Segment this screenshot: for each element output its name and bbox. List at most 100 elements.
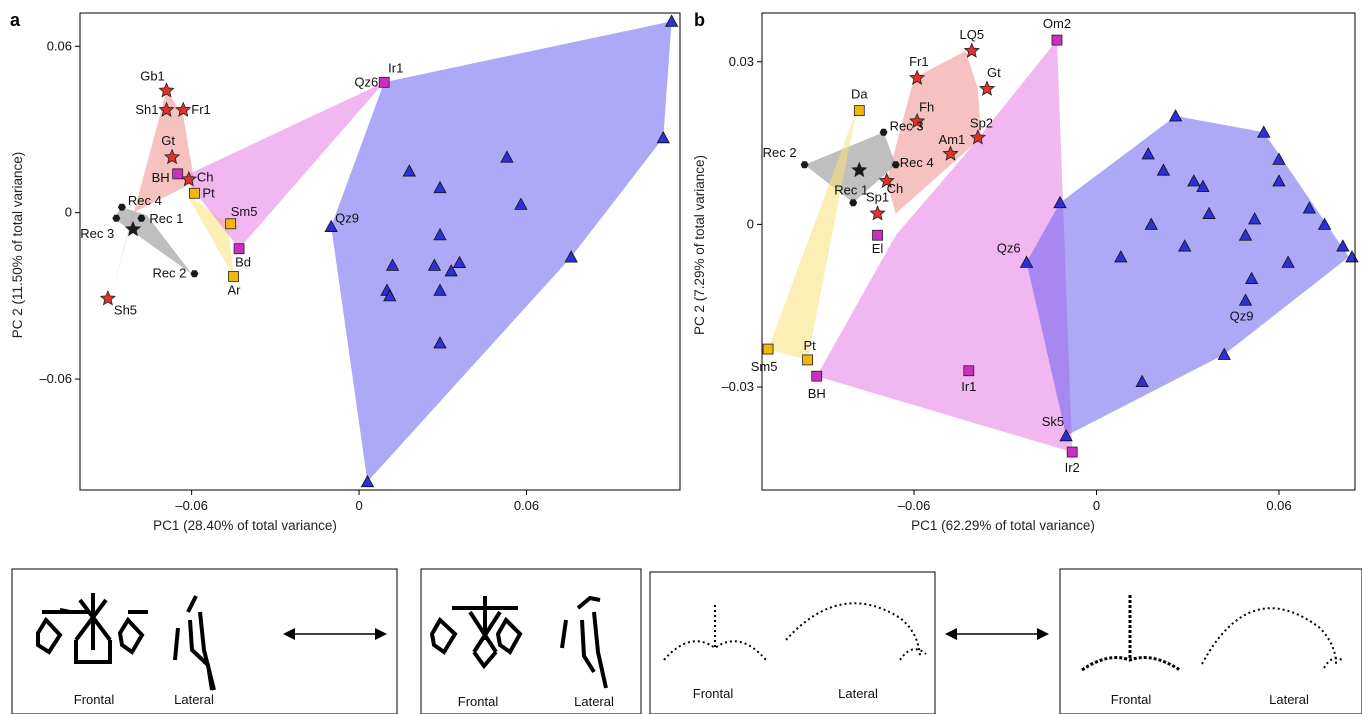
point-qz9-a [324, 219, 338, 232]
point-unlabeled-45-b [1217, 347, 1231, 360]
y-axis-label-a: PC 2 (11.50% of total variance) [10, 152, 25, 339]
point-unlabeled-27-a [427, 258, 442, 271]
point-unlabeled-33-a [433, 336, 447, 349]
x-tick-label-2-b: 0.06 [1266, 498, 1291, 513]
point-unlabeled-46-b [1135, 374, 1149, 387]
axes-b: –0.06 0 0.06 –0.03 0 0.03 [721, 54, 1291, 513]
hull-red-a [110, 90, 195, 299]
point-label-om2-b: Om2 [1043, 16, 1071, 31]
point-label-sp1-b: Sp1 [866, 190, 889, 205]
point-unlabeled-27-b [1141, 147, 1155, 160]
point-layer-b [762, 34, 1359, 458]
point-rec-4-b [891, 161, 900, 169]
point-am1-b [942, 145, 959, 161]
point-unlabeled-31-b [1196, 179, 1210, 192]
point-gt-b [978, 80, 996, 96]
frontal-caption-3: Frontal [693, 686, 734, 701]
frontal-caption-4: Frontal [1111, 692, 1152, 707]
point-da-b [853, 105, 865, 116]
point-label-rec-1-b: Rec 1 [834, 183, 868, 198]
point-label-fr1-a: Fr1 [191, 102, 211, 117]
point-unlabeled-25-a [433, 228, 447, 241]
point-unlabeled-29-a [452, 255, 467, 268]
point-label-gb1-a: Gb1 [140, 69, 165, 84]
point-label-bh-a: BH [152, 170, 170, 185]
hull-blue-b [1026, 116, 1349, 436]
point-unlabeled-19-a [664, 14, 679, 27]
hull-magenta-a [183, 82, 385, 249]
point-label-gt-b: Gt [987, 65, 1001, 80]
point-bd-a [233, 243, 245, 255]
point-ch-a [180, 170, 198, 187]
point-unlabeled-22-a [402, 164, 416, 177]
point-bh-a [172, 168, 184, 180]
point-label-pt-a: Pt [202, 185, 215, 200]
point-label-qz6-a: Qz6 [354, 74, 378, 89]
point-label-bd-a: Bd [235, 255, 251, 270]
point-unlabeled-32-a [433, 283, 447, 296]
point-label-lq5-b: LQ5 [960, 27, 985, 42]
point-label-rec-3-b: Rec 3 [890, 118, 924, 133]
hull-layer-b [768, 40, 1349, 453]
point-label-qz9-b: Qz9 [1230, 308, 1254, 323]
point-unlabeled-21-a [500, 150, 514, 163]
point-unlabeled-35-a [360, 474, 375, 488]
wireframe-frontal-icon [36, 593, 148, 664]
point-unlabeled-37-b [1317, 217, 1332, 230]
point-label-sm5-b: Sm5 [751, 359, 778, 374]
point-label-sk5-b: Sk5 [1042, 414, 1064, 429]
x-axis-label-a: PC1 (28.40% of total variance) [153, 518, 337, 533]
y-tick-label-0-a: –0.06 [39, 371, 72, 386]
point-label-sh1-a: Sh1 [135, 102, 158, 117]
wireframe-lateral-icon-2 [560, 595, 608, 689]
point-lq5-b [963, 42, 980, 58]
plot-frame-b [761, 12, 1356, 491]
point-gt-a [164, 148, 181, 165]
point-unlabeled-26-b [1257, 125, 1271, 138]
hull-red-b [886, 50, 981, 214]
x-axis-label-b: PC1 (62.29% of total variance) [911, 518, 1095, 533]
point-unlabeled-36-b [1247, 212, 1262, 225]
x-tick-label-2-a: 0.06 [514, 498, 539, 513]
x-tick-label-1-a: 0 [355, 498, 362, 513]
point-unlabeled-16-a [124, 220, 142, 237]
point-label-sh5-a: Sh5 [114, 303, 137, 318]
point-label-ir1-a: Ir1 [388, 60, 403, 75]
point-label-ir2-b: Ir2 [1065, 460, 1080, 475]
point-unlabeled-32-b [1272, 174, 1286, 187]
panel-b-letter: b [694, 10, 705, 30]
landmark-frontal-icon-2 [1081, 595, 1181, 672]
point-unlabeled-24-b [1053, 195, 1067, 209]
point-unlabeled-35-b [1144, 217, 1158, 230]
point-sp1-b [869, 205, 886, 221]
scatter-plot-a: Gb1 Sh1 Fr1 Gt Ch Sh5 BH Pt Sm5 Bd Ar Ir1 Rec 4 Rec 1… [10, 12, 681, 533]
point-label-fh-b: Fh [919, 99, 934, 114]
shape-arrow-2 [945, 628, 1049, 640]
point-label-rec-2-b: Rec 2 [763, 145, 797, 160]
point-rec-1-a [137, 214, 146, 222]
y-tick-label-0-b: –0.03 [721, 379, 754, 394]
x-tick-label-0-b: –0.06 [898, 498, 931, 513]
point-unlabeled-41-b [1336, 239, 1350, 252]
hull-yellow-a [186, 193, 234, 277]
point-label-bh-b: BH [808, 386, 826, 401]
landmark-frontal-icon [663, 605, 767, 661]
point-fr1-a [175, 101, 192, 117]
point-rec-2-b [800, 161, 809, 169]
plot-frame-a [79, 12, 681, 491]
point-sp2-b [969, 129, 986, 145]
point-label-qz9-a: Qz9 [335, 211, 359, 226]
point-unlabeled-28-a [444, 264, 458, 277]
point-unlabeled-31-a [383, 289, 397, 302]
shape-box-frontal-lateral-1: Frontal Lateral [11, 568, 398, 714]
point-label-el-b: El [872, 241, 884, 256]
lateral-caption: Lateral [174, 692, 214, 707]
panel-a-letter: a [10, 10, 21, 30]
point-label-pt-b: Pt [803, 338, 816, 353]
y-tick-label-2-b: 0.03 [729, 54, 754, 69]
point-unlabeled-28-b [1272, 152, 1286, 165]
point-label-da-b: Da [851, 87, 868, 102]
point-unlabeled-43-b [1244, 271, 1259, 285]
point-rec-3-b [879, 128, 888, 136]
point-rec-4-a [117, 203, 126, 211]
